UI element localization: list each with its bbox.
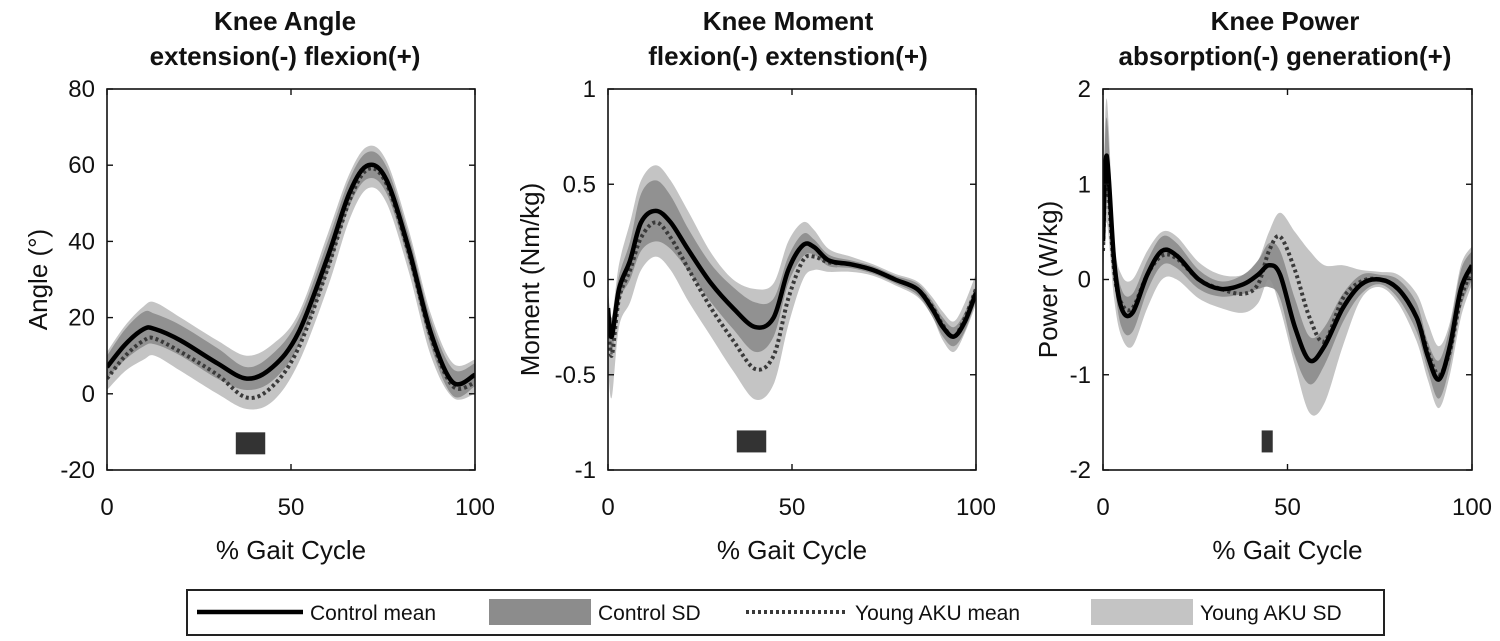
young-aku-sd-band: [1103, 98, 1472, 416]
y-tick-label: -20: [60, 457, 95, 484]
y-axis-label: Power (W/kg): [1033, 201, 1063, 358]
x-tick-label: 100: [956, 494, 996, 521]
chart-title-line-2: flexion(-) extenstion(+): [648, 41, 928, 71]
legend-label: Young AKU SD: [1200, 602, 1342, 625]
x-axis-label: % Gait Cycle: [216, 535, 366, 565]
y-tick-label: 0: [1078, 267, 1091, 294]
y-tick-label: -2: [1070, 457, 1091, 484]
significance-marker: [736, 430, 767, 453]
x-axis-label: % Gait Cycle: [1212, 535, 1362, 565]
significance-marker: [235, 432, 266, 455]
chart-title-line-1: Knee Angle: [214, 6, 356, 36]
x-axis-label: % Gait Cycle: [717, 535, 867, 565]
legend-swatch: [489, 599, 591, 625]
y-tick-label: 1: [1078, 171, 1091, 198]
legend-item: Control mean: [197, 602, 436, 625]
x-tick-label: 50: [1274, 494, 1301, 521]
chart-title-line-2: extension(-) flexion(+): [150, 41, 421, 71]
control-mean-line: [1103, 153, 1472, 382]
young-aku-sd-band: [107, 145, 475, 410]
y-tick-label: -1: [575, 457, 596, 484]
y-axis-label: Angle (°): [23, 229, 53, 330]
chart-panel-3: Knee Power absorption(-) generation(+) -2 -…: [1033, 6, 1492, 565]
x-tick-label: 100: [1452, 494, 1492, 521]
chart-title-line-1: Knee Moment: [703, 6, 874, 36]
y-tick-label: 0: [583, 267, 596, 294]
control-mean-line: [608, 208, 976, 339]
x-tick-label: 0: [100, 494, 113, 521]
y-tick-label: 80: [68, 76, 95, 103]
plot-area: [107, 145, 475, 410]
x-tick-label: 50: [779, 494, 806, 521]
legend-label: Control mean: [310, 602, 436, 625]
x-tick-label: 50: [278, 494, 305, 521]
control-sd-band: [608, 180, 976, 357]
chart-title-line-2: absorption(-) generation(+): [1119, 41, 1452, 71]
y-tick-label: 0: [82, 381, 95, 408]
y-tick-label: 2: [1078, 76, 1091, 103]
y-tick-label: -0.5: [555, 362, 596, 389]
legend-item: Young AKU mean: [746, 602, 1020, 625]
y-tick-label: 0.5: [563, 171, 596, 198]
x-tick-label: 100: [455, 494, 495, 521]
legend-swatch: [1091, 599, 1193, 625]
y-tick-label: 1: [583, 76, 596, 103]
control-mean-line: [107, 162, 475, 387]
legend-item: Control SD: [489, 599, 701, 625]
y-axis-label: Moment (Nm/kg): [515, 183, 545, 377]
plot-area: [608, 165, 976, 401]
legend: Control mean Control SD Young AKU mean Youn…: [186, 589, 1385, 636]
y-tick-label: 40: [68, 228, 95, 255]
x-tick-label: 0: [1096, 494, 1109, 521]
y-tick-label: 20: [68, 305, 95, 332]
legend-item: Young AKU SD: [1091, 599, 1342, 625]
significance-marker: [1261, 430, 1273, 453]
chart-title-line-1: Knee Power: [1211, 6, 1360, 36]
x-tick-label: 0: [601, 494, 614, 521]
plot-area: [1103, 98, 1472, 416]
legend-label: Control SD: [598, 602, 701, 625]
y-tick-label: -1: [1070, 362, 1091, 389]
chart-panel-2: Knee Moment flexion(-) extenstion(+) -1 -0.…: [515, 6, 996, 565]
y-tick-label: 60: [68, 152, 95, 179]
legend-label: Young AKU mean: [855, 602, 1020, 625]
